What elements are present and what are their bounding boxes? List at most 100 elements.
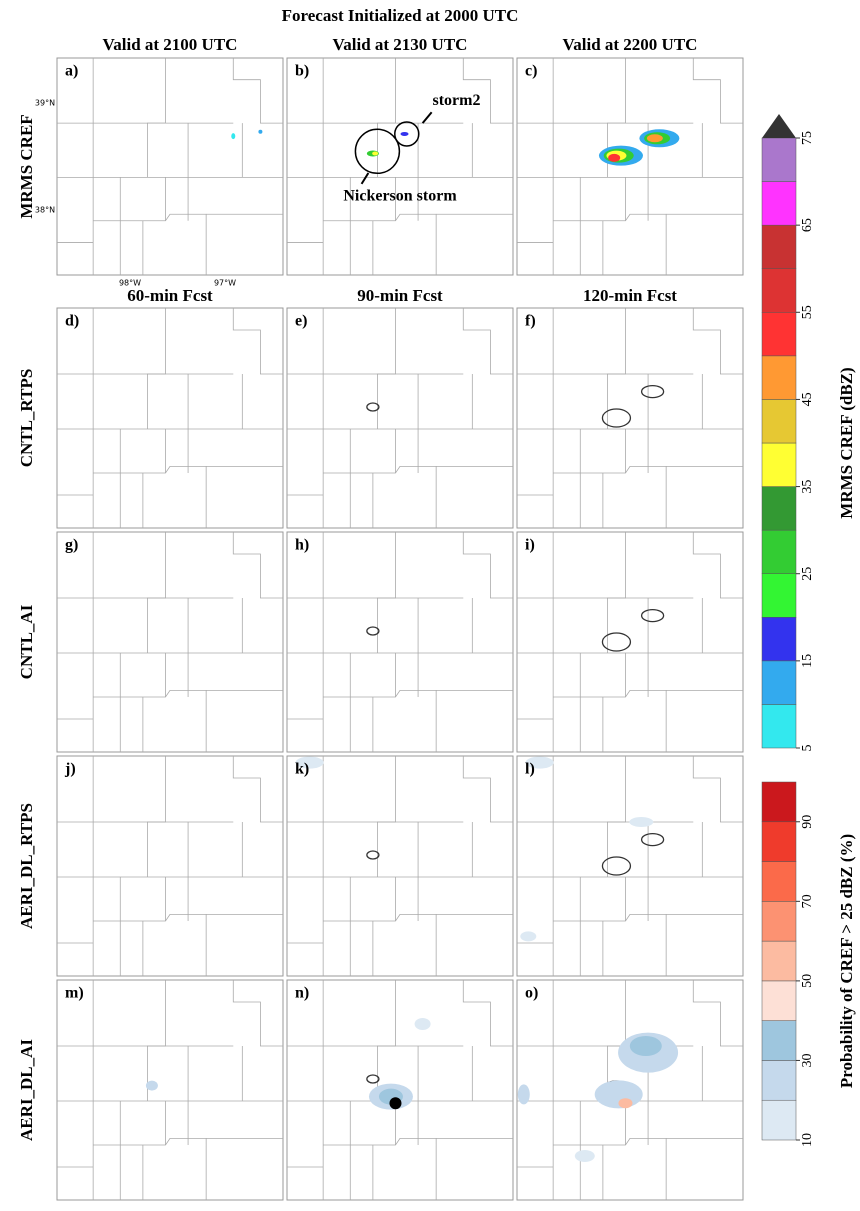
colorbar-segment: [762, 138, 796, 182]
map-panel: e): [287, 308, 513, 528]
colorbar-segment: [762, 862, 796, 902]
row-label: AERI_DL_AI: [17, 1039, 36, 1141]
panel-label: i): [525, 537, 535, 554]
colorbar-tick-label: 50: [800, 974, 815, 988]
annotation: Nickerson storm: [343, 188, 457, 205]
column-header: Valid at 2100 UTC: [103, 35, 238, 54]
row-label: CNTL_RTPS: [17, 369, 36, 468]
colorbar-segment: [762, 661, 796, 705]
shaded-area: [258, 130, 262, 134]
colorbar-segment: [762, 901, 796, 941]
row-label: AERI_DL_RTPS: [17, 803, 36, 929]
colorbar-tick-label: 5: [800, 745, 815, 752]
map-panel: a): [57, 58, 283, 275]
colorbar-segment: [762, 1060, 796, 1100]
colorbar-tick-label: 90: [800, 815, 815, 829]
shaded-area: [630, 1036, 662, 1056]
shaded-area: [520, 931, 536, 941]
colorbar-segment: [762, 1021, 796, 1061]
colorbar-segment: [762, 487, 796, 531]
lon-label: 97°W: [214, 279, 236, 288]
shaded-area: [389, 1097, 401, 1109]
map-panel: j): [57, 756, 283, 976]
colorbar-segment: [762, 530, 796, 574]
colorbar-tick-label: 15: [800, 654, 815, 668]
map-panel: d): [57, 308, 283, 528]
panel-label: g): [65, 537, 78, 554]
map-panel: i): [517, 532, 743, 752]
colorbar-tick-label: 55: [800, 305, 815, 319]
map-panel: n): [287, 980, 513, 1200]
panel-label: k): [295, 761, 309, 778]
shaded-area: [518, 1084, 530, 1104]
colorbar-extend: [762, 114, 796, 138]
lat-label: 39°N: [35, 99, 55, 108]
shaded-area: [608, 154, 620, 162]
colorbar-segment: [762, 782, 796, 822]
row-label: CNTL_AI: [17, 604, 36, 679]
column-header: Valid at 2200 UTC: [563, 35, 698, 54]
colorbar-tick-label: 45: [800, 392, 815, 406]
panel-label: d): [65, 313, 79, 330]
map-panel: k): [287, 756, 513, 976]
colorbar-segment: [762, 822, 796, 862]
panel-label: n): [295, 985, 309, 1002]
forecast-header: 60-min Fcst: [127, 286, 213, 305]
colorbar-tick-label: 35: [800, 480, 815, 494]
colorbar-segment: [762, 225, 796, 269]
colorbar-segment: [762, 617, 796, 661]
shaded-area: [231, 133, 235, 139]
colorbar-tick-label: 10: [800, 1133, 815, 1147]
colorbar-segment: [762, 1100, 796, 1140]
colorbar-tick-label: 70: [800, 894, 815, 908]
colorbar-segment: [762, 941, 796, 981]
panel-label: b): [295, 63, 309, 80]
map-panel: o): [517, 980, 743, 1200]
column-header: Valid at 2130 UTC: [333, 35, 468, 54]
panel-label: a): [65, 63, 78, 80]
lat-label: 38°N: [35, 206, 55, 215]
colorbar-tick-label: 30: [800, 1053, 815, 1067]
colorbar-segment: [762, 356, 796, 400]
map-panel: l): [517, 756, 743, 976]
panel-label: e): [295, 313, 307, 330]
panel-label: h): [295, 537, 309, 554]
colorbar-tick-label: 75: [800, 131, 815, 145]
panel-label: m): [65, 985, 84, 1002]
colorbar-segment: [762, 574, 796, 618]
panel-label: o): [525, 985, 538, 1002]
panel-label: l): [525, 761, 535, 778]
shaded-area: [575, 1150, 595, 1162]
shaded-area: [629, 817, 653, 827]
colorbar-segment: [762, 704, 796, 748]
forecast-header: 120-min Fcst: [583, 286, 677, 305]
shaded-area: [618, 1098, 632, 1108]
colorbar-segment: [762, 443, 796, 487]
colorbar-title: Probability of CREF > 25 dBZ (%): [837, 834, 856, 1088]
colorbar-title: MRMS CREF (dBZ): [837, 367, 856, 518]
annotation: storm2: [433, 92, 481, 109]
panel-label: c): [525, 63, 537, 80]
map-panel: m): [57, 980, 283, 1200]
shaded-area: [647, 134, 663, 142]
figure: Forecast Initialized at 2000 UTC Valid at…: [0, 0, 860, 1211]
lon-label: 98°W: [119, 279, 141, 288]
shaded-area: [146, 1081, 158, 1091]
map-panel: f): [517, 308, 743, 528]
colorbar-segment: [762, 182, 796, 226]
row-label: MRMS CREF: [17, 114, 36, 218]
figure-title: Forecast Initialized at 2000 UTC: [282, 6, 519, 25]
colorbar-tick-label: 65: [800, 218, 815, 232]
map-panel: c): [517, 58, 743, 275]
panel-label: j): [64, 761, 76, 778]
forecast-header: 90-min Fcst: [357, 286, 443, 305]
colorbar-segment: [762, 312, 796, 356]
shaded-area: [372, 151, 378, 155]
shaded-area: [401, 132, 409, 136]
map-panel: h): [287, 532, 513, 752]
colorbar-segment: [762, 269, 796, 313]
shaded-area: [415, 1018, 431, 1030]
colorbar-segment: [762, 981, 796, 1021]
map-panel: storm2 Nickerson storm b): [287, 58, 513, 275]
map-panel: g): [57, 532, 283, 752]
